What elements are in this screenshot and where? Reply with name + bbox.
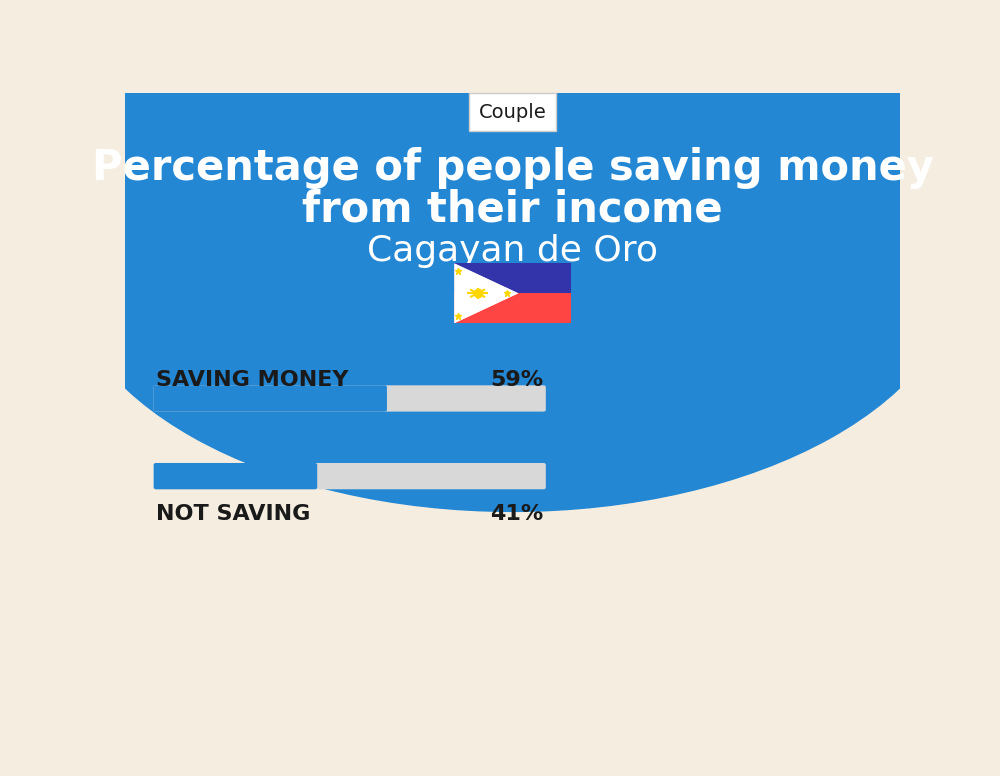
- FancyBboxPatch shape: [154, 463, 546, 490]
- Ellipse shape: [63, 9, 962, 511]
- Text: Couple: Couple: [479, 102, 546, 122]
- Text: NOT SAVING: NOT SAVING: [156, 504, 310, 525]
- FancyBboxPatch shape: [154, 386, 546, 411]
- Text: SAVING MONEY: SAVING MONEY: [156, 370, 349, 390]
- Text: from their income: from their income: [302, 189, 723, 230]
- Polygon shape: [454, 263, 518, 323]
- Text: 41%: 41%: [490, 504, 544, 525]
- Text: 59%: 59%: [490, 370, 544, 390]
- FancyBboxPatch shape: [154, 386, 387, 411]
- Polygon shape: [454, 263, 518, 323]
- FancyBboxPatch shape: [154, 463, 317, 490]
- Bar: [125, 93, 900, 261]
- Text: Percentage of people saving money: Percentage of people saving money: [92, 147, 934, 189]
- Bar: [454, 263, 571, 293]
- Text: Cagayan de Oro: Cagayan de Oro: [367, 234, 658, 268]
- Bar: [454, 293, 571, 323]
